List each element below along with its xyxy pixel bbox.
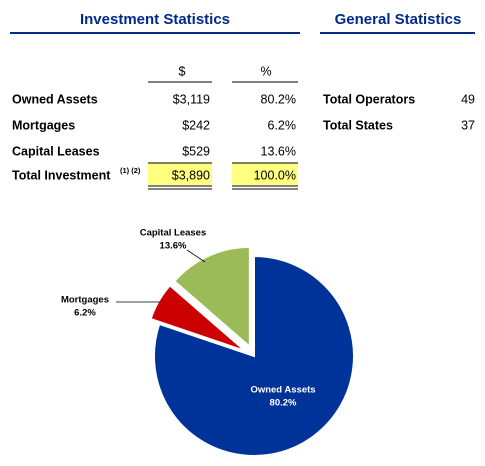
pie-slice bbox=[153, 254, 355, 457]
pie-slice bbox=[173, 245, 251, 350]
slice-label: Capital Leases bbox=[140, 228, 207, 239]
column-header: $ bbox=[179, 64, 186, 78]
table: Owned Assets $3,119 80.2% Mortgages $242 6.2%… bbox=[12, 92, 475, 158]
highlight bbox=[148, 163, 212, 185]
row-label: Mortgages bbox=[12, 118, 75, 132]
cell: 49 bbox=[461, 92, 475, 106]
cell: $242 bbox=[182, 118, 210, 132]
cell: 13.6% bbox=[261, 144, 296, 158]
row-label: Total Operators bbox=[323, 92, 415, 106]
cell: 6.2% bbox=[268, 118, 297, 132]
pie-slice bbox=[149, 283, 246, 352]
row-label: Total States bbox=[323, 118, 393, 132]
section-title: Investment Statistics bbox=[80, 11, 230, 28]
highlight bbox=[232, 163, 298, 185]
cell: 80.2% bbox=[261, 92, 296, 106]
section-title: General Statistics bbox=[335, 11, 462, 28]
pie-chart: Owned Assets 80.2% Mortgages 6.2% Capital Le… bbox=[61, 228, 355, 457]
row-label: Total Investment bbox=[12, 168, 111, 182]
slice-label: Owned Assets bbox=[250, 385, 315, 396]
slice-value: 80.2% bbox=[270, 398, 297, 409]
cell: 100.0% bbox=[254, 168, 296, 182]
column-header: % bbox=[260, 64, 271, 78]
slice-value: 6.2% bbox=[74, 308, 96, 319]
slice-value: 13.6% bbox=[160, 241, 187, 252]
cell: 37 bbox=[461, 118, 475, 132]
row-label: Capital Leases bbox=[12, 144, 100, 158]
leader-line bbox=[186, 249, 206, 263]
row-label: Owned Assets bbox=[12, 92, 98, 106]
slice-label: Mortgages bbox=[61, 295, 109, 306]
cell: $529 bbox=[182, 144, 210, 158]
cell: $3,119 bbox=[173, 92, 210, 106]
footnote: (1) (2) bbox=[120, 166, 141, 175]
cell: $3,890 bbox=[172, 168, 210, 182]
